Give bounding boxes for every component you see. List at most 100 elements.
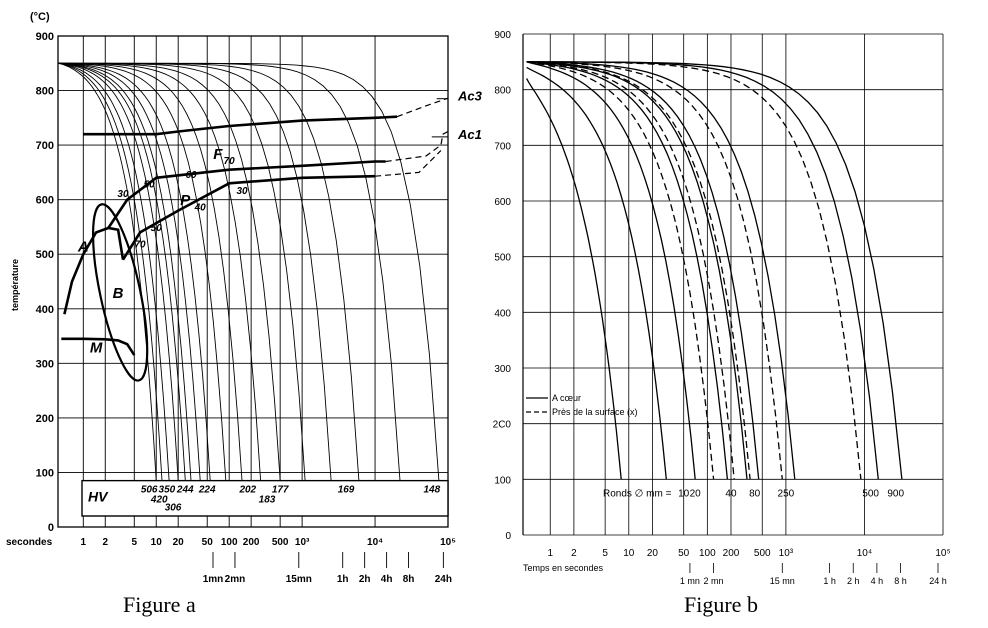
diameter-value: 500 — [862, 488, 879, 499]
y-tick-label: 400 — [36, 304, 54, 316]
x-tick-label: 500 — [272, 537, 289, 548]
hardness-value: 506 — [141, 485, 158, 496]
region-label: P — [180, 192, 191, 209]
y-axis-label: température — [10, 259, 20, 311]
diameter-value: 10 — [678, 488, 690, 499]
y-tick-label: 400 — [494, 308, 511, 319]
y-tick-label: 2C0 — [493, 420, 512, 431]
percent-label: 50 — [144, 180, 156, 191]
cooling-curve — [57, 62, 186, 481]
hardness-box — [81, 479, 449, 517]
y-tick-label: 800 — [494, 86, 511, 97]
cooling-curve — [57, 62, 179, 481]
time-tick-label: 24 h — [929, 576, 947, 586]
region-label: F — [213, 146, 223, 163]
x-tick-label: 10⁵ — [440, 537, 456, 548]
core-curve — [526, 78, 622, 480]
percent-label: 70 — [224, 156, 236, 167]
transformation-line — [107, 160, 386, 229]
y-tick-label: 300 — [36, 358, 54, 370]
x-tick-label: 10³ — [295, 537, 310, 548]
x-tick-label: 200 — [723, 548, 740, 559]
hardness-value: 169 — [338, 485, 355, 496]
time-tick-label: 4 h — [871, 576, 884, 586]
cooling-curve — [58, 62, 440, 481]
surface-curve — [526, 61, 783, 480]
hardness-value: 224 — [198, 485, 216, 496]
bainite-loop — [91, 203, 149, 382]
transformation-line-dashed — [385, 130, 449, 163]
x-tick-label: 100 — [221, 537, 238, 548]
time-tick-label: 2 h — [847, 576, 860, 586]
percent-label: 70 — [134, 240, 146, 251]
y-tick-label: 600 — [494, 197, 511, 208]
core-curve — [526, 66, 667, 480]
core-curve — [526, 61, 796, 480]
y-tick-label: 0 — [48, 522, 54, 534]
core-curve — [526, 61, 729, 480]
x-tick-label: 50 — [678, 548, 690, 559]
figure-a-caption: Figure a — [123, 592, 196, 617]
time-tick-label: 15mn — [286, 574, 312, 585]
y-tick-label: 500 — [494, 253, 511, 264]
x-tick-label: 20 — [173, 537, 185, 548]
cooling-curve — [57, 62, 192, 481]
region-label: A — [77, 238, 89, 255]
hardness-value: 183 — [259, 495, 276, 506]
diameter-value: 20 — [690, 488, 702, 499]
hardness-value: 420 — [150, 495, 168, 506]
x-tick-label: 2 — [571, 548, 577, 559]
core-curve — [526, 61, 760, 480]
ac-label: Ac3 — [457, 89, 483, 104]
percent-label: 60 — [185, 170, 197, 181]
x-tick-label: 10⁴ — [857, 548, 872, 559]
figure-a-chart: 0 100 200 300 400 500 600 700 800 900 1 2 5 10 20 50 100… — [6, 11, 483, 585]
time-tick-label: 24h — [435, 574, 452, 585]
hardness-value: 177 — [272, 485, 289, 496]
hardness-value: 350 — [159, 485, 176, 496]
y-tick-label: 100 — [494, 475, 511, 486]
transformation-line-dashed — [375, 150, 442, 177]
x-tick-label: 10³ — [779, 548, 794, 559]
y-tick-label: 100 — [36, 467, 54, 479]
time-tick-label: 4h — [381, 574, 393, 585]
cooling-curve — [57, 62, 163, 481]
y-tick-label: 0 — [505, 531, 511, 542]
y-tick-label: 700 — [494, 141, 511, 152]
cooling-curve — [57, 62, 170, 481]
x-tick-label: 10 — [623, 548, 635, 559]
core-curve — [526, 61, 903, 480]
figure-b-caption: Figure b — [684, 592, 758, 617]
time-tick-label: 15 mn — [770, 576, 795, 586]
core-curve — [526, 61, 696, 480]
y-tick-label: 300 — [494, 364, 511, 375]
time-tick-label: 1mn — [203, 574, 224, 585]
region-label: M — [90, 339, 103, 356]
time-tick-label: 1 mn — [680, 576, 700, 586]
cooling-curve — [57, 62, 157, 481]
ac-label: Ac1 — [457, 127, 482, 142]
legend-label: A cœur — [552, 393, 581, 403]
time-tick-label: 2mn — [225, 574, 246, 585]
time-tick-label: 2 mn — [704, 576, 724, 586]
transformation-line — [121, 174, 376, 261]
x-tick-label: 5 — [602, 548, 608, 559]
x-tick-label: 1 — [547, 548, 553, 559]
cooling-curve — [57, 62, 211, 481]
hardness-label: HV — [88, 489, 109, 505]
time-tick-label: 8h — [403, 574, 415, 585]
x-tick-label: 10⁴ — [367, 537, 383, 548]
y-tick-label: 700 — [36, 140, 54, 152]
percent-label: 30 — [117, 189, 129, 200]
y-tick-label: 200 — [36, 413, 54, 425]
cooling-curve — [58, 62, 227, 481]
y-tick-label: 500 — [36, 249, 54, 261]
diameter-value: 80 — [749, 488, 761, 499]
unit-label: (°C) — [30, 11, 50, 23]
surface-curve — [526, 61, 715, 480]
legend-label: Près de la surface (x) — [552, 407, 638, 417]
x-tick-label: 50 — [202, 537, 214, 548]
transformation-line-dashed — [396, 97, 449, 118]
